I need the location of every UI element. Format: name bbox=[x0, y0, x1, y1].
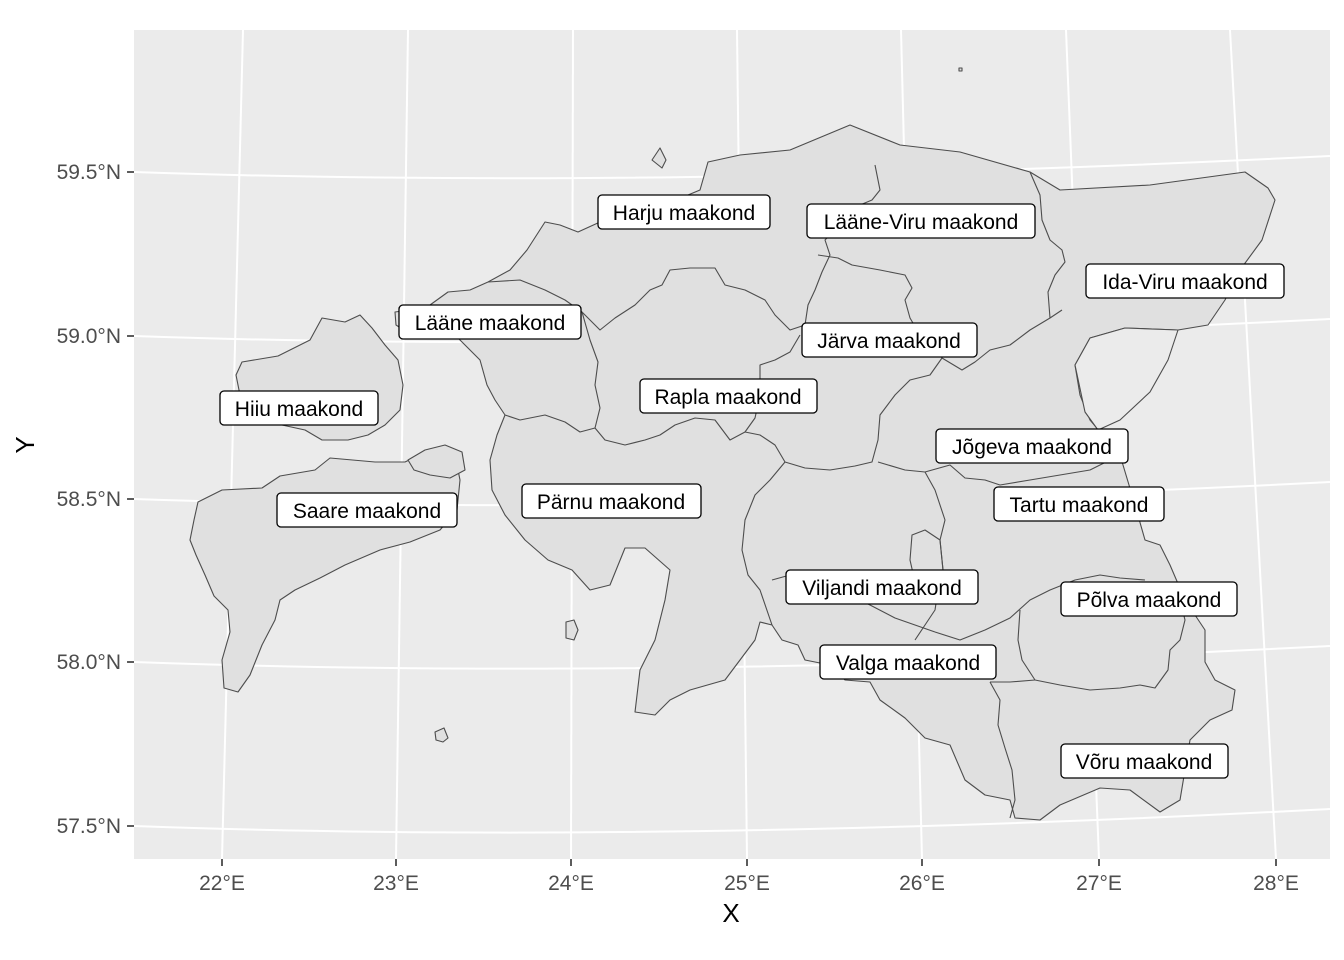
label-box bbox=[801, 322, 978, 358]
border-harju-laane-rapla bbox=[487, 267, 806, 331]
label-box bbox=[521, 483, 702, 519]
county-name: Harju maakond bbox=[613, 202, 755, 225]
label-jogeva: Jõgeva maakond bbox=[935, 428, 1129, 464]
county-name: Hiiu maakond bbox=[235, 398, 363, 421]
kihnu-island bbox=[565, 619, 579, 641]
parallel-59-5n bbox=[133, 155, 1331, 180]
county-name: Lääne-Viru maakond bbox=[824, 211, 1019, 234]
label-jarva: Järva maakond bbox=[801, 322, 978, 358]
y-tick-label: 59.0°N bbox=[57, 325, 121, 348]
y-tick-label: 57.5°N bbox=[57, 815, 121, 838]
meridian-22e bbox=[221, 29, 244, 860]
meridian-28e bbox=[1229, 29, 1277, 860]
label-laane: Lääne maakond bbox=[398, 304, 582, 340]
border-jarva-jogeva-viljandi bbox=[744, 357, 943, 471]
label-box bbox=[819, 644, 997, 680]
lake-peipus-water bbox=[1074, 327, 1179, 431]
label-box bbox=[639, 378, 818, 414]
vaindloo-islet bbox=[958, 67, 963, 72]
label-harju: Harju maakond bbox=[597, 194, 771, 230]
x-tick-label: 23°E bbox=[373, 872, 419, 895]
label-rapla: Rapla maakond bbox=[639, 378, 818, 414]
y-axis: 59.5°N 59.0°N 58.5°N 58.0°N 57.5°N bbox=[57, 161, 134, 838]
border-valga-tartu-polva bbox=[934, 574, 1146, 641]
label-box bbox=[219, 390, 379, 426]
border-valga-voru bbox=[989, 681, 1016, 819]
x-tick-label: 24°E bbox=[548, 872, 594, 895]
county-name: Lääne maakond bbox=[415, 312, 566, 335]
x-axis: 22°E 23°E 24°E 25°E 26°E 27°E 28°E bbox=[199, 859, 1299, 895]
label-hiiu: Hiiu maakond bbox=[219, 390, 379, 426]
border-polva-voru bbox=[990, 679, 1036, 683]
label-box bbox=[1060, 581, 1238, 617]
ruhnu-island bbox=[434, 727, 449, 743]
x-tick-label: 25°E bbox=[724, 872, 770, 895]
county-name: Valga maakond bbox=[836, 652, 980, 675]
x-tick-label: 27°E bbox=[1076, 872, 1122, 895]
label-box bbox=[993, 486, 1165, 522]
label-ida-viru: Ida-Viru maakond bbox=[1085, 263, 1285, 299]
label-box bbox=[1060, 743, 1229, 779]
label-box bbox=[398, 304, 582, 340]
county-name: Järva maakond bbox=[817, 330, 961, 353]
border-parnu-viljandi bbox=[741, 461, 786, 626]
meridian-23e bbox=[395, 29, 409, 860]
label-valga: Valga maakond bbox=[819, 644, 997, 680]
county-name: Võru maakond bbox=[1076, 751, 1213, 774]
label-box bbox=[597, 194, 771, 230]
y-tick-label: 58.0°N bbox=[57, 651, 121, 674]
label-box bbox=[1085, 263, 1285, 299]
county-name: Ida-Viru maakond bbox=[1102, 271, 1267, 294]
parallel-57-5n bbox=[133, 808, 1331, 834]
muhu-island bbox=[407, 444, 466, 479]
county-labels: Harju maakond Lääne-Viru maakond Ida-Vir… bbox=[219, 194, 1285, 779]
prangli-island bbox=[651, 147, 667, 169]
label-tartu: Tartu maakond bbox=[993, 486, 1165, 522]
county-name: Rapla maakond bbox=[654, 386, 801, 409]
label-box bbox=[276, 492, 458, 528]
label-laane-viru: Lääne-Viru maakond bbox=[806, 203, 1036, 239]
label-viljandi: Viljandi maakond bbox=[785, 569, 979, 605]
border-laaneviru-idaviru bbox=[1029, 171, 1066, 319]
label-polva: Põlva maakond bbox=[1060, 581, 1238, 617]
label-voru: Võru maakond bbox=[1060, 743, 1229, 779]
y-tick-label: 58.5°N bbox=[57, 488, 121, 511]
county-name: Viljandi maakond bbox=[802, 577, 962, 600]
border-laane-parnu-west bbox=[504, 414, 596, 433]
x-tick-label: 22°E bbox=[199, 872, 245, 895]
county-name: Tartu maakond bbox=[1010, 494, 1149, 517]
y-axis-title: Y bbox=[10, 436, 40, 453]
label-saare: Saare maakond bbox=[276, 492, 458, 528]
x-tick-label: 26°E bbox=[899, 872, 945, 895]
label-box bbox=[806, 203, 1036, 239]
x-tick-label: 28°E bbox=[1253, 872, 1299, 895]
label-box bbox=[935, 428, 1129, 464]
border-jogeva-tartu bbox=[877, 454, 1121, 486]
label-box bbox=[785, 569, 979, 605]
label-parnu: Pärnu maakond bbox=[521, 483, 702, 519]
county-name: Põlva maakond bbox=[1077, 589, 1222, 612]
county-name: Saare maakond bbox=[293, 500, 441, 523]
x-axis-title: X bbox=[722, 898, 739, 928]
border-laane-rapla-parnu bbox=[581, 311, 801, 446]
county-name: Jõgeva maakond bbox=[952, 436, 1112, 459]
y-tick-label: 59.5°N bbox=[57, 161, 121, 184]
border-tartu-polva bbox=[1017, 599, 1186, 691]
county-name: Pärnu maakond bbox=[537, 491, 685, 514]
